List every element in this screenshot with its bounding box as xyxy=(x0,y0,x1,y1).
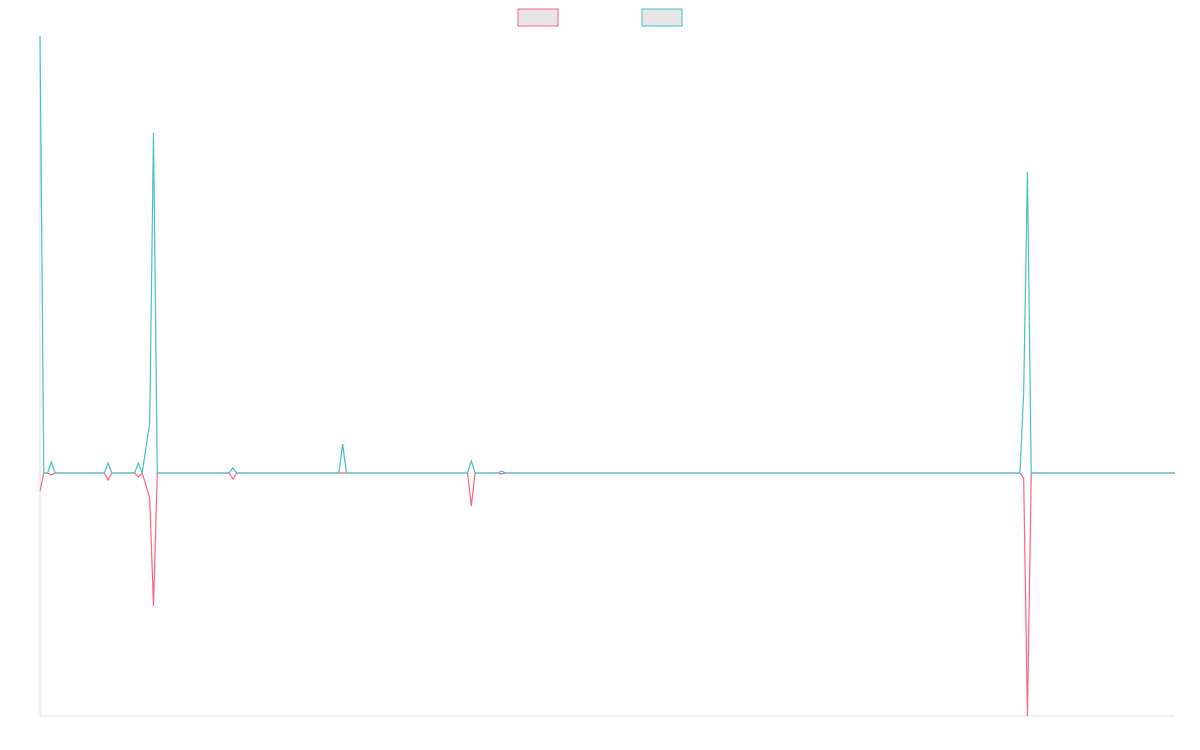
legend-swatch[interactable] xyxy=(641,8,683,27)
legend-swatch[interactable] xyxy=(517,8,559,27)
data-line xyxy=(39,471,1175,717)
data-line xyxy=(39,35,1175,476)
